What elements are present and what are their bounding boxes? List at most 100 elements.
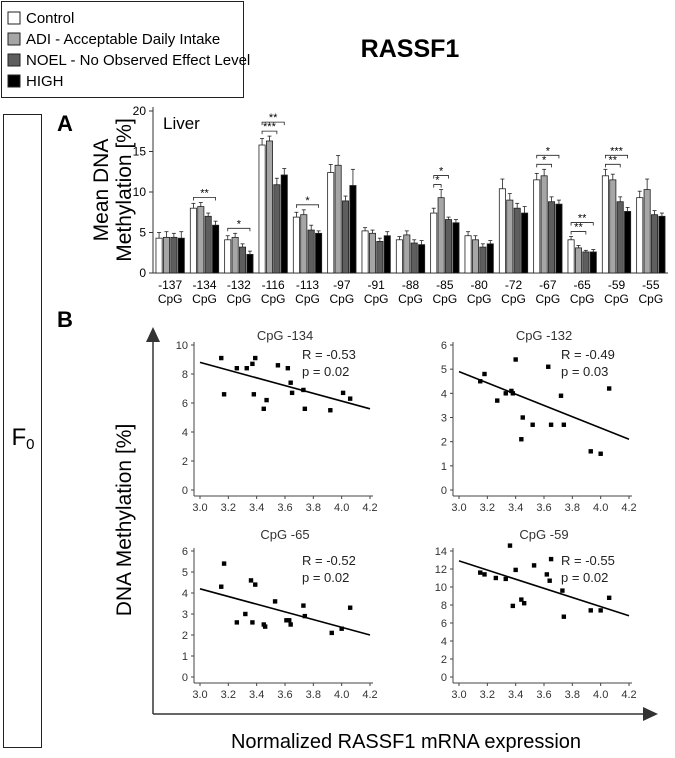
bar — [521, 212, 529, 274]
data-point — [548, 422, 554, 427]
bar — [430, 212, 438, 274]
scatter-x-tick-label: 3.4 — [249, 502, 264, 514]
category-tick-label: -67 — [539, 278, 557, 292]
bar — [651, 214, 659, 274]
bar — [567, 239, 575, 274]
bar — [155, 237, 163, 274]
scatter-x-tick-label: 4.0 — [334, 502, 349, 514]
bar — [636, 197, 644, 274]
category-cpg-label: CpG — [295, 292, 320, 306]
category-tick-label: -88 — [402, 278, 420, 292]
scatter-x-tick-label: 3.2 — [480, 689, 495, 701]
bar — [589, 251, 597, 274]
data-point — [503, 391, 508, 396]
correlation-r: R = -0.53 — [302, 347, 356, 362]
panel-a-ylabel-line2: Methylation [%] — [113, 118, 136, 262]
category-tick-label: -137 — [158, 278, 182, 292]
scatter-y-tick-label: 1 — [441, 461, 447, 473]
bar — [224, 239, 232, 274]
significance-label: * — [542, 154, 547, 166]
bar — [342, 200, 350, 274]
category-tick-label: -116 — [262, 278, 285, 292]
scatter-plot-1: CpG -134 0 2 4 6 8 10 3.0 3.2 3.4 3.6 3.8 4.0 4.2 R = … — [176, 328, 378, 514]
bar — [498, 188, 506, 274]
scatter-y-tick-label: 2 — [182, 630, 188, 642]
legend-label-high: HIGH — [26, 73, 64, 90]
panel-a-letter: A — [57, 111, 73, 136]
bar — [307, 229, 315, 274]
data-point — [482, 572, 487, 577]
scatter-x-tick-label: 4.2 — [621, 502, 636, 514]
legend-swatch-adi — [7, 32, 21, 46]
scatter-x-tick-label: 4.0 — [334, 689, 349, 701]
data-point — [519, 597, 524, 602]
data-point — [284, 618, 289, 623]
bar — [601, 175, 609, 274]
bar — [471, 239, 479, 274]
significance-bracket — [570, 231, 587, 235]
data-point — [493, 575, 499, 581]
bar — [540, 175, 548, 274]
data-point — [289, 390, 295, 396]
bar — [486, 243, 494, 274]
data-point — [288, 622, 293, 627]
generation-box — [3, 114, 42, 748]
data-point — [588, 608, 593, 613]
data-point — [221, 392, 227, 397]
data-point — [510, 391, 516, 396]
regression-line — [458, 370, 630, 440]
bar — [616, 201, 624, 274]
bar — [548, 201, 556, 274]
category-cpg-label: CpG — [158, 292, 183, 306]
significance-label: *** — [610, 145, 624, 157]
data-point — [301, 387, 306, 393]
scatter-title: CpG -59 — [519, 527, 568, 542]
data-point — [339, 626, 344, 631]
scatter-y-tick-label: 2 — [441, 437, 447, 449]
category-cpg-label: CpG — [638, 292, 663, 306]
scatter-x-tick-label: 4.0 — [593, 689, 608, 701]
data-point — [221, 561, 227, 566]
bar — [395, 239, 403, 274]
scatter-y-tick-label: 8 — [182, 369, 188, 381]
significance-bracket — [536, 154, 560, 159]
significance-bracket — [536, 163, 552, 168]
bar — [506, 199, 514, 274]
scatter-x-tick-label: 3.6 — [277, 502, 292, 514]
scatter-plot-3: CpG -65 0 1 2 3 4 5 6 3.0 3.2 3.4 3.6 3.8 4.0 4.2 R = -… — [182, 527, 378, 701]
data-point — [546, 364, 551, 369]
data-point — [606, 595, 612, 600]
scatter-title: CpG -132 — [516, 328, 572, 343]
scatter-x-tick-label: 3.8 — [565, 689, 580, 701]
scatter-title: CpG -134 — [257, 328, 313, 343]
scatter-x-tick-label: 3.4 — [249, 689, 264, 701]
data-point — [262, 624, 268, 629]
scatter-y-tick-label: 4 — [182, 588, 188, 600]
bar — [334, 164, 342, 274]
bar — [246, 253, 254, 274]
category-cpg-label: CpG — [364, 292, 389, 306]
data-point — [503, 576, 508, 582]
significance-bracket — [605, 163, 621, 168]
bar — [212, 224, 220, 274]
bar — [555, 203, 563, 274]
data-point — [261, 406, 266, 411]
scatter-x-tick-label: 3.4 — [508, 502, 523, 514]
scatter-y-tick-label: 6 — [182, 398, 188, 410]
x-axis-arrowhead — [643, 707, 658, 721]
data-point — [530, 422, 535, 427]
correlation-r: R = -0.49 — [561, 347, 615, 362]
scatter-x-tick-label: 3.0 — [451, 689, 466, 701]
bar — [403, 234, 411, 274]
category-cpg-label: CpG — [432, 292, 457, 306]
scatter-x-tick-label: 3.6 — [536, 689, 551, 701]
panel-b-letter: B — [57, 307, 73, 332]
bar — [361, 230, 369, 274]
y-tick-label: 20 — [133, 104, 147, 118]
data-point — [495, 398, 500, 403]
data-point — [509, 388, 514, 394]
bar — [189, 207, 197, 274]
bar — [533, 179, 541, 274]
data-point — [598, 608, 603, 613]
